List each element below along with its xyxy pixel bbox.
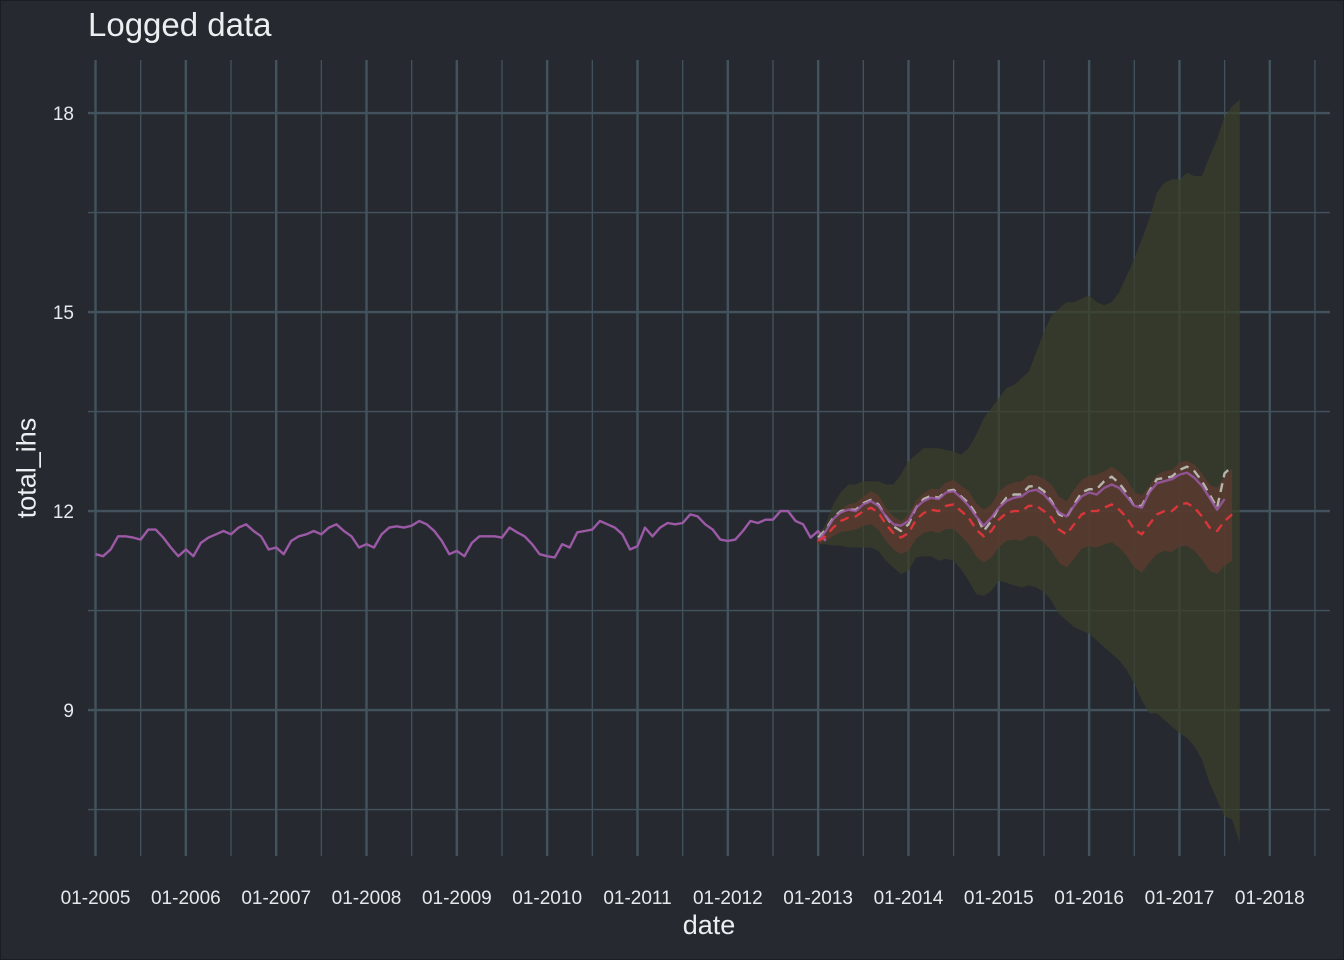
y-tick-labels: 9 12 15 18 [53, 104, 74, 722]
y-tick-label: 15 [53, 303, 74, 324]
y-tick-label: 12 [53, 502, 74, 523]
y-tick-label: 18 [53, 104, 74, 125]
series-lines [95, 465, 1233, 559]
band-outer [818, 99, 1240, 843]
x-tick-labels: 01-2005 01-2006 01-2007 01-2008 01-2009 01-20… [61, 888, 1305, 909]
x-tick-label: 01-2008 [332, 888, 402, 909]
x-tick-label: 01-2006 [151, 888, 221, 909]
x-tick-label: 01-2009 [422, 888, 492, 909]
x-tick-label: 01-2011 [603, 888, 671, 909]
y-tick-label: 9 [63, 701, 74, 722]
x-tick-label: 01-2017 [1145, 888, 1215, 909]
x-tick-label: 01-2014 [874, 888, 944, 909]
series-actual-overlap [817, 471, 1226, 542]
series-actual [95, 509, 827, 559]
x-tick-label: 01-2013 [783, 888, 853, 909]
band-inner [818, 460, 1233, 575]
x-tick-label: 01-2018 [1235, 888, 1305, 909]
x-axis-label: date [682, 910, 736, 940]
forecast-bands [818, 99, 1240, 843]
grid-minor [88, 60, 1330, 856]
y-axis-label: total_ihs [11, 417, 42, 519]
x-tick-label: 01-2015 [964, 888, 1034, 909]
x-tick-label: 01-2010 [512, 888, 582, 909]
chart-title: Logged data [88, 6, 272, 43]
x-tick-label: 01-2016 [1054, 888, 1124, 909]
x-tick-label: 01-2005 [61, 888, 131, 909]
series-forecast-mean [817, 501, 1233, 542]
x-tick-label: 01-2012 [693, 888, 763, 909]
x-tick-label: 01-2007 [241, 888, 311, 909]
